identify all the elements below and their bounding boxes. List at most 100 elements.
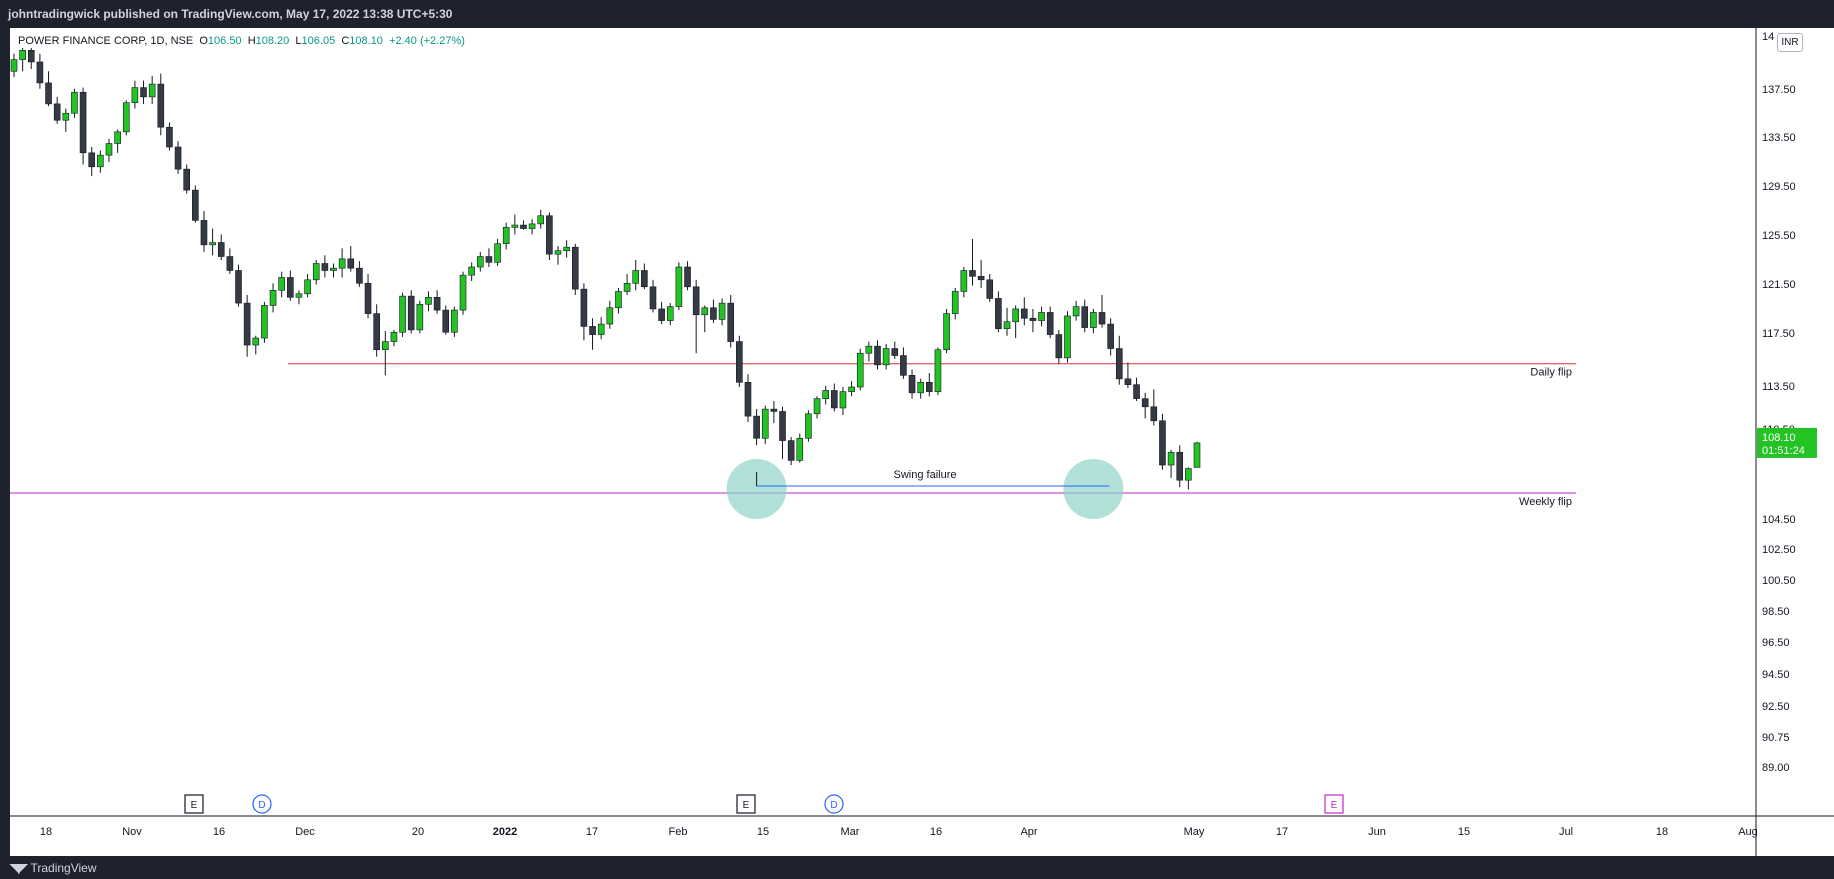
candle	[718, 298, 726, 326]
candle	[787, 437, 795, 466]
candle-body	[295, 293, 303, 298]
earnings-marker: E	[184, 794, 204, 814]
price-tick-label: 90.75	[1762, 732, 1790, 744]
candle	[399, 292, 406, 337]
candle-body	[1115, 348, 1123, 380]
candle-body	[848, 386, 855, 392]
candle	[390, 329, 398, 347]
candle	[537, 209, 545, 229]
candle	[157, 73, 165, 136]
price-tick-label: 92.50	[1762, 701, 1790, 713]
candle	[1046, 306, 1054, 339]
price-tick-label: 98.50	[1762, 606, 1790, 618]
candlestick-chart[interactable]: Daily flip Weekly flip Swing failure 14 13…	[10, 28, 1834, 856]
candle-body	[520, 224, 527, 229]
candle-body	[347, 258, 355, 269]
candle	[485, 248, 493, 267]
candle	[338, 248, 346, 278]
candle	[589, 318, 596, 350]
candle	[122, 100, 130, 136]
candle	[79, 87, 87, 165]
candle-body	[658, 308, 665, 321]
footer-bar: ◥◤ TradingView	[0, 856, 1834, 879]
candle	[813, 396, 821, 419]
candle	[36, 53, 44, 89]
tradingview-brand[interactable]: ◥◤ TradingView	[10, 861, 97, 875]
candle-body	[684, 266, 691, 288]
candle-body	[1185, 468, 1192, 481]
candle	[960, 266, 968, 298]
candle	[951, 287, 959, 320]
candle-body	[917, 382, 924, 394]
candle-body	[183, 168, 190, 191]
time-tick-label: Feb	[669, 826, 688, 838]
candle-body	[546, 215, 553, 255]
candle-body	[615, 291, 622, 309]
candle-body	[373, 313, 380, 351]
earnings-marker: E	[1324, 794, 1344, 814]
price-tick-label: 125.50	[1762, 230, 1796, 242]
candle-body	[425, 296, 432, 305]
swing-highlight-circle	[1063, 459, 1124, 520]
candle	[217, 234, 225, 261]
time-tick-label: 15	[1458, 826, 1470, 838]
candle	[727, 294, 735, 348]
candle	[442, 305, 450, 335]
chart-pane[interactable]: Daily flip Weekly flip Swing failure 14 13…	[10, 28, 1834, 856]
brand-text: TradingView	[30, 861, 97, 875]
candle-body	[744, 382, 752, 417]
candle	[1167, 449, 1175, 478]
candle-body	[882, 348, 890, 366]
candle	[934, 347, 942, 396]
candle	[977, 260, 985, 288]
candle	[71, 88, 78, 118]
candle-body	[416, 303, 424, 331]
price-tick-label: 96.50	[1762, 637, 1790, 649]
candle-body	[1176, 451, 1184, 481]
candle	[1020, 297, 1028, 326]
candle-body	[580, 288, 588, 327]
candle-body	[217, 242, 225, 257]
candle	[174, 141, 182, 174]
tradingview-logo-icon: ◥◤	[10, 861, 27, 875]
time-tick-label: 18	[40, 826, 52, 838]
price-tick-label: 94.50	[1762, 669, 1790, 681]
candle	[183, 164, 190, 194]
candle	[796, 433, 804, 463]
candle-body	[934, 349, 942, 392]
candle-body	[192, 189, 199, 221]
candle	[856, 348, 864, 391]
change-value: +2.40 (+2.27%)	[389, 35, 465, 47]
candle-body	[986, 279, 994, 299]
candle-body	[502, 227, 510, 244]
candle-body	[1003, 321, 1011, 330]
candle	[822, 385, 829, 405]
candle	[684, 261, 691, 291]
time-tick-label: 20	[412, 826, 424, 838]
candle	[416, 300, 424, 334]
candle-body	[122, 102, 130, 133]
candle-body	[831, 390, 838, 409]
candle	[632, 260, 640, 291]
currency-badge[interactable]: INR	[1777, 33, 1803, 52]
price-tick-label: 89.00	[1762, 762, 1790, 774]
candle	[407, 290, 415, 334]
candle	[451, 306, 458, 337]
candle	[882, 343, 890, 370]
candle	[53, 96, 61, 124]
candle-body	[27, 50, 35, 63]
candle-body	[589, 326, 596, 335]
time-tick-label: 17	[586, 826, 598, 838]
candle	[252, 335, 260, 355]
candle	[511, 214, 519, 235]
candle-body	[200, 220, 208, 246]
last-price-tag	[1757, 427, 1817, 458]
candle-body	[1029, 317, 1037, 321]
candle	[494, 239, 501, 266]
price-tick-label: 14	[1762, 31, 1774, 43]
candle-body	[1055, 334, 1063, 359]
time-tick-label: Jul	[1559, 826, 1573, 838]
candle	[209, 228, 216, 256]
candle	[563, 240, 570, 258]
low-label: L	[295, 35, 302, 47]
